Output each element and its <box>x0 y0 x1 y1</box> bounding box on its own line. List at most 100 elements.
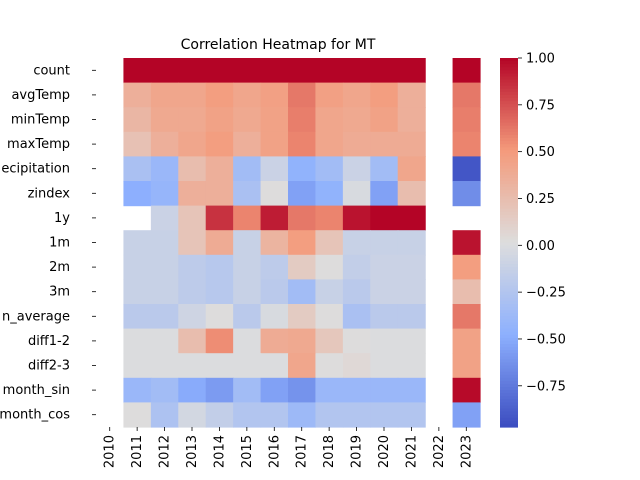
colorbar-segment <box>500 110 518 114</box>
heatmap-cell <box>260 353 289 379</box>
colorbar-segment <box>500 162 518 167</box>
heatmap-cell <box>150 131 179 157</box>
row-label: diff2-3 <box>28 359 70 374</box>
heatmap-cell <box>397 181 426 207</box>
heatmap-cell <box>288 107 317 133</box>
heatmap-cell <box>315 353 344 379</box>
heatmap-cell <box>397 205 426 231</box>
colorbar-segment <box>500 208 518 213</box>
heatmap-cell <box>205 230 234 256</box>
heatmap-cell <box>150 304 179 330</box>
heatmap-cell <box>123 58 152 84</box>
colorbar-segment <box>500 251 518 256</box>
heatmap-cell <box>150 377 179 403</box>
heatmap-cell <box>178 156 207 182</box>
colorbar-tick-label: −0.75 <box>526 379 566 394</box>
heatmap-cell <box>370 107 399 133</box>
colorbar-segment <box>500 104 518 108</box>
colorbar-segment <box>500 61 518 65</box>
colorbar-segment <box>500 168 518 173</box>
heatmap-cell <box>342 304 371 330</box>
heatmap-cell <box>288 377 317 403</box>
colorbar-segment <box>500 242 518 247</box>
heatmap-cell <box>342 107 371 133</box>
heatmap-cell <box>150 156 179 182</box>
heatmap-cell <box>452 353 481 379</box>
column-label: 2022 <box>432 435 447 468</box>
colorbar-tick-label: −0.25 <box>526 286 566 301</box>
colorbar-segment <box>500 350 518 354</box>
row-label: ecipitation <box>1 162 70 177</box>
colorbar-segment <box>500 374 518 379</box>
heatmap-cell <box>342 181 371 207</box>
colorbar-tick-label: 0.00 <box>526 239 555 254</box>
heatmap-cell <box>233 181 262 207</box>
heatmap-cell <box>233 107 262 133</box>
heatmap-cell <box>370 353 399 379</box>
colorbar-segment <box>500 334 518 339</box>
heatmap-cell <box>288 254 317 280</box>
colorbar-segment <box>500 399 518 403</box>
column-label: 2018 <box>322 435 337 468</box>
heatmap-cell <box>205 156 234 182</box>
heatmap-cell <box>260 205 289 231</box>
column-label: 2023 <box>459 435 474 468</box>
colorbar-segment <box>500 408 518 413</box>
colorbar-segment <box>500 230 518 234</box>
heatmap-cell <box>397 353 426 379</box>
colorbar-segment <box>500 187 518 191</box>
heatmap-cell <box>397 156 426 182</box>
colorbar-segment <box>500 347 518 351</box>
row-label: minTemp <box>11 113 70 128</box>
colorbar-segment <box>500 202 518 207</box>
colorbar-segment <box>500 390 518 394</box>
heatmap-cell <box>178 328 207 354</box>
heatmap-cell <box>342 156 371 182</box>
heatmap-cell <box>260 131 289 157</box>
colorbar-segment <box>500 236 518 241</box>
heatmap-cell <box>397 279 426 305</box>
heatmap-cell <box>150 230 179 256</box>
heatmap-cell <box>205 402 234 428</box>
heatmap-cell <box>397 304 426 330</box>
column-label: 2016 <box>267 435 282 468</box>
colorbar-segment <box>500 359 518 364</box>
colorbar-segment <box>500 353 518 357</box>
heatmap-cell <box>452 402 481 428</box>
colorbar-segment <box>500 371 518 376</box>
heatmap-cell <box>260 58 289 84</box>
colorbar-segment <box>500 113 518 118</box>
column-label: 2017 <box>295 435 310 468</box>
heatmap-cell <box>342 82 371 108</box>
colorbar-segment <box>500 128 518 133</box>
colorbar-segment <box>500 220 518 225</box>
heatmap-cell <box>178 279 207 305</box>
heatmap-cell <box>178 230 207 256</box>
colorbar-segment <box>500 310 518 314</box>
colorbar-segment <box>500 380 518 385</box>
heatmap-cell <box>260 107 289 133</box>
heatmap-cell <box>397 230 426 256</box>
colorbar-segment <box>500 300 518 305</box>
colorbar-segment <box>500 153 518 157</box>
heatmap-cell <box>452 230 481 256</box>
colorbar-tick-label: −0.50 <box>526 332 566 347</box>
column-label: 2014 <box>212 435 227 468</box>
heatmap-cell <box>370 328 399 354</box>
heatmap-cell <box>342 254 371 280</box>
heatmap-cell <box>315 328 344 354</box>
heatmap-cell <box>205 377 234 403</box>
heatmap-cell <box>342 58 371 84</box>
colorbar-segment <box>500 196 518 201</box>
colorbar-segment <box>500 285 518 290</box>
colorbar-segment <box>500 248 518 253</box>
heatmap-cell <box>342 353 371 379</box>
heatmap-cell <box>123 377 152 403</box>
row-labels: count avgTemp minTemp maxTemp ecipitation zin… <box>0 63 96 423</box>
heatmap-cell <box>178 353 207 379</box>
row-label: month_sin <box>3 383 70 398</box>
colorbar-tick-label: 1.00 <box>526 52 555 67</box>
heatmap-cell <box>260 377 289 403</box>
heatmap-cell <box>315 131 344 157</box>
